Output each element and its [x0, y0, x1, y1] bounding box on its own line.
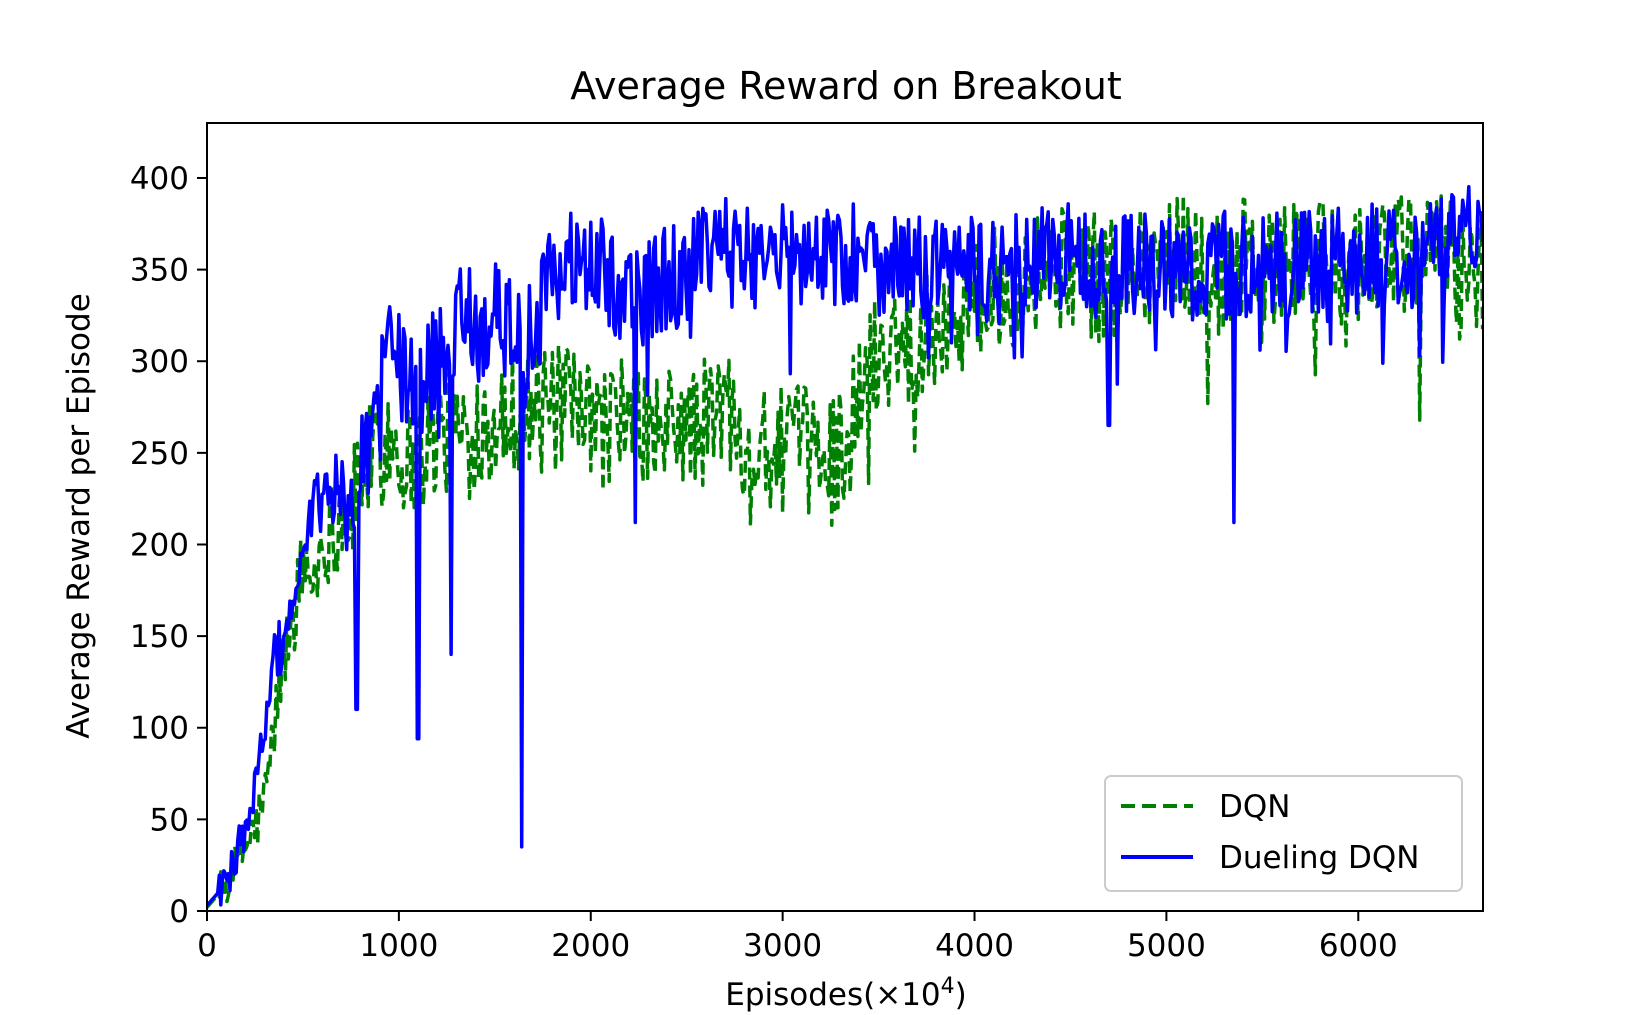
legend: DQN Dueling DQN	[1104, 775, 1463, 892]
x-axis-label-superscript: 4	[941, 974, 955, 999]
y-tick-label: 350	[130, 253, 189, 289]
y-tick-label: 150	[130, 619, 189, 655]
x-tick-label: 6000	[1319, 928, 1398, 964]
y-axis-label: Average Reward per Episode	[61, 293, 97, 739]
series-layer	[207, 185, 1483, 909]
legend-box	[1104, 775, 1463, 892]
x-tick-label: 0	[197, 928, 217, 964]
x-tick-label: 4000	[935, 928, 1014, 964]
y-tick-label: 100	[130, 711, 189, 747]
x-tick-label: 1000	[359, 928, 438, 964]
series-line-dueling-dqn	[207, 185, 1483, 907]
y-tick-label: 200	[130, 527, 189, 563]
legend-label-dueling-dqn: Dueling DQN	[1219, 840, 1419, 876]
x-axis-label-suffix: )	[955, 977, 967, 1013]
plot-frame	[206, 122, 1484, 912]
y-tick-label: 0	[169, 894, 189, 930]
y-tick-label: 400	[130, 161, 189, 197]
chart-title: Average Reward on Breakout	[570, 64, 1122, 108]
y-tick-label: 50	[150, 802, 189, 838]
x-tick-label: 5000	[1127, 928, 1206, 964]
y-tick-label: 250	[130, 436, 189, 472]
legend-label-dqn: DQN	[1219, 789, 1290, 825]
x-axis-ticks: 0 1000 2000 3000 4000 5000 6000	[197, 911, 1398, 964]
x-tick-label: 3000	[743, 928, 822, 964]
y-tick-label: 300	[130, 344, 189, 380]
x-axis-label: Episodes(×104)	[725, 974, 967, 1013]
y-axis-ticks: 0 50 100 150 200 250 300 350 400	[130, 161, 207, 930]
x-tick-label: 2000	[551, 928, 630, 964]
